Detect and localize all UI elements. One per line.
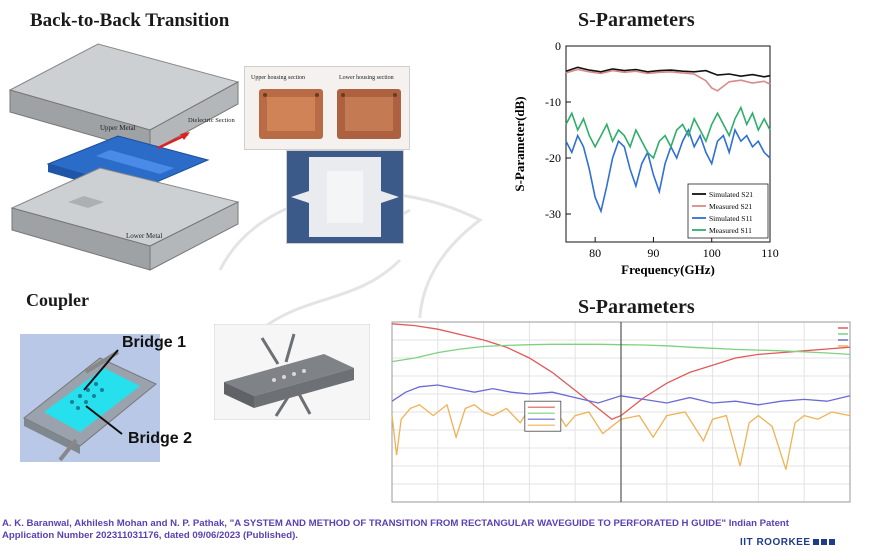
lower-metal-block [10,167,240,271]
chart1-series-line-2 [565,68,771,92]
housing-photo: Upper housing section Lower housing sect… [244,66,410,150]
chart1-xlabel: Frequency(GHz) [621,262,715,277]
transition-3d-model: Upper Metal Dielectric Section Lower Met… [8,43,240,271]
chart1-legend-label: Measured S11 [709,226,752,235]
chart1-ytick-label: -30 [545,207,561,221]
chart1-xtick-label: 110 [761,246,779,260]
bridge1-label: Bridge 1 [122,334,187,351]
iit-roorkee-brand: IIT ROORKEE [740,537,835,548]
dielectric-photo [286,150,404,244]
chart1-legend: Simulated S21 Measured S21 Simulated S11 Me… [687,183,769,239]
sparams-chart-bottom [382,318,860,514]
sparams-bottom-heading: S-Parameters [578,296,695,318]
chart2-series-line-4 [391,403,851,470]
upper-housing-label: Upper housing section [251,75,305,81]
chart1-ytick-label: -10 [545,95,561,109]
chart1-xtick-label: 100 [703,246,721,260]
lower-metal-label: Lower Metal [126,232,162,240]
chart2-legend [838,327,848,347]
chart1-xtick-label: 80 [589,246,601,260]
chart1-legend-label: Measured S21 [709,202,752,211]
chart1-ytick-label: -20 [545,151,561,165]
bridge2-label: Bridge 2 [128,430,193,447]
citation-text: A. K. Baranwal, Akhilesh Mohan and N. P.… [2,518,789,541]
brand-text: IIT ROORKEE [740,537,811,548]
chart1-plot-area [565,45,771,243]
chart1-series-line-1 [565,66,771,78]
upper-metal-label: Upper Metal [100,124,136,132]
coupler-3d-model [20,334,160,462]
chart1-ylabel: S-Parameter(dB) [512,96,527,191]
chart1-xtick-label: 90 [647,246,659,260]
bridge1-pointer [83,349,119,391]
chart1-legend-box [687,183,769,239]
chart1-series-line-4 [565,105,771,160]
sparams-chart-top: 80 90 100 110 -30 -20 -10 0 Simulated S21 Measur… [504,28,790,286]
dielectric-label: Dielectric Section [188,117,235,124]
sparams-top-heading: S-Parameters [578,9,695,31]
chart2-series-line-3 [391,384,851,406]
lower-housing-label: Lower housing section [339,75,394,81]
coupler-heading: Coupler [26,290,89,310]
back-to-back-heading: Back-to-Back Transition [30,10,230,31]
bridge2-pointer [85,405,123,435]
chart1-legend-label: Simulated S11 [709,214,753,223]
chart2-readout-box [524,400,562,432]
chart1-ytick-label: 0 [555,39,561,53]
chart2-marker-readout-box [524,400,562,432]
coupler-photo [214,324,370,420]
upper-metal-block [8,43,240,153]
chart1-series-line-3 [565,127,771,214]
chart1-legend-label: Simulated S21 [709,190,753,199]
